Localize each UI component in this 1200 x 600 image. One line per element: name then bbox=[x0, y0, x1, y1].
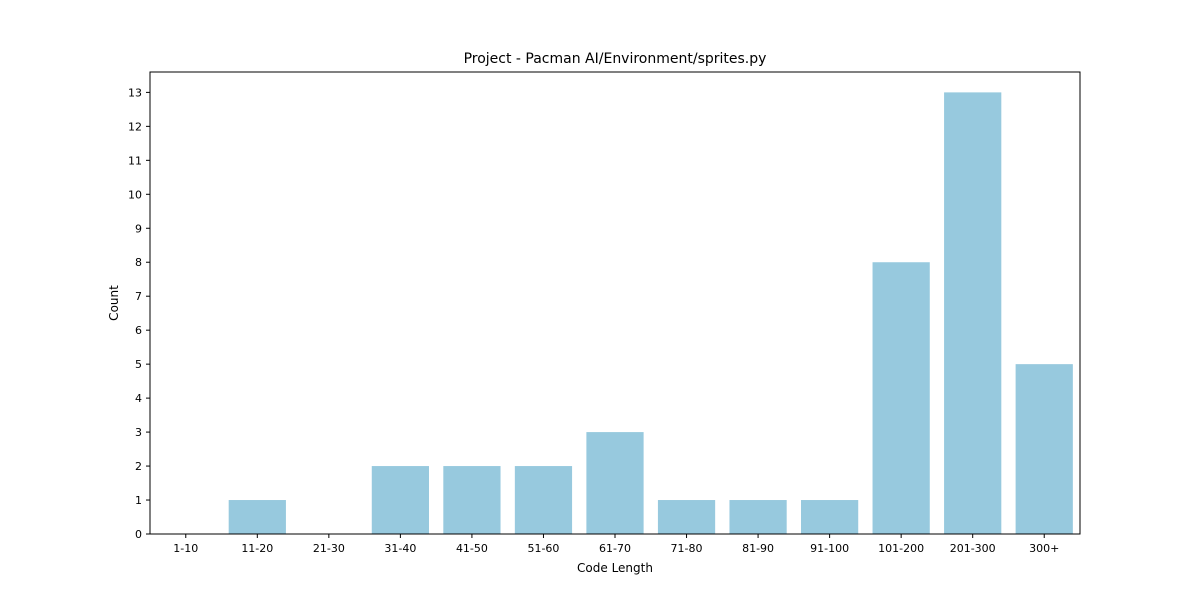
x-tick-label: 21-30 bbox=[313, 542, 345, 555]
x-tick-label: 101-200 bbox=[878, 542, 924, 555]
bar-71-80 bbox=[657, 500, 716, 534]
bar-91-100 bbox=[801, 500, 859, 534]
x-tick-label: 91-100 bbox=[810, 542, 849, 555]
x-tick-label: 41-50 bbox=[456, 542, 488, 555]
x-tick-label: 71-80 bbox=[671, 542, 703, 555]
x-axis: 1-10 11-20 21-30 31-40 41-50 51-60 61-70 71-80 8… bbox=[173, 534, 1059, 555]
x-tick-label: 31-40 bbox=[384, 542, 416, 555]
y-tick-label: 5 bbox=[135, 358, 142, 371]
plot-frame bbox=[149, 71, 1081, 535]
bars-group bbox=[228, 92, 1073, 534]
x-tick-label: 201-300 bbox=[950, 542, 996, 555]
bar-201-300 bbox=[944, 92, 1002, 534]
y-tick-label: 2 bbox=[135, 460, 142, 473]
bar-300+ bbox=[1015, 364, 1073, 534]
y-tick-label: 7 bbox=[135, 290, 142, 303]
x-tick-label: 300+ bbox=[1029, 542, 1059, 555]
bar-41-50 bbox=[443, 466, 501, 534]
chart-title: Project - Pacman AI/Environment/sprites.… bbox=[464, 51, 767, 67]
y-axis-label: Count bbox=[107, 285, 121, 321]
x-tick-label: 81-90 bbox=[742, 542, 774, 555]
y-tick-label: 4 bbox=[135, 392, 142, 405]
y-tick-label: 13 bbox=[128, 86, 142, 99]
x-tick-label: 11-20 bbox=[241, 542, 273, 555]
x-tick-label: 1-10 bbox=[173, 542, 198, 555]
y-tick-label: 11 bbox=[128, 154, 142, 167]
y-tick-label: 1 bbox=[135, 494, 142, 507]
y-tick-label: 10 bbox=[128, 188, 142, 201]
y-tick-label: 9 bbox=[135, 222, 142, 235]
y-tick-label: 6 bbox=[135, 324, 142, 337]
x-tick-label: 61-70 bbox=[599, 542, 631, 555]
bar-101-200 bbox=[872, 262, 930, 534]
x-axis-label: Code Length bbox=[577, 561, 653, 575]
bar-31-40 bbox=[371, 466, 429, 534]
y-tick-label: 8 bbox=[135, 256, 142, 269]
x-tick-label: 51-60 bbox=[527, 542, 559, 555]
bar-81-90 bbox=[729, 500, 787, 534]
bar-51-60 bbox=[514, 466, 573, 534]
y-tick-label: 12 bbox=[128, 120, 142, 133]
y-tick-label: 0 bbox=[135, 528, 142, 541]
y-tick-label: 3 bbox=[135, 426, 142, 439]
bar-61-70 bbox=[586, 432, 644, 534]
bar-11-20 bbox=[228, 500, 286, 534]
